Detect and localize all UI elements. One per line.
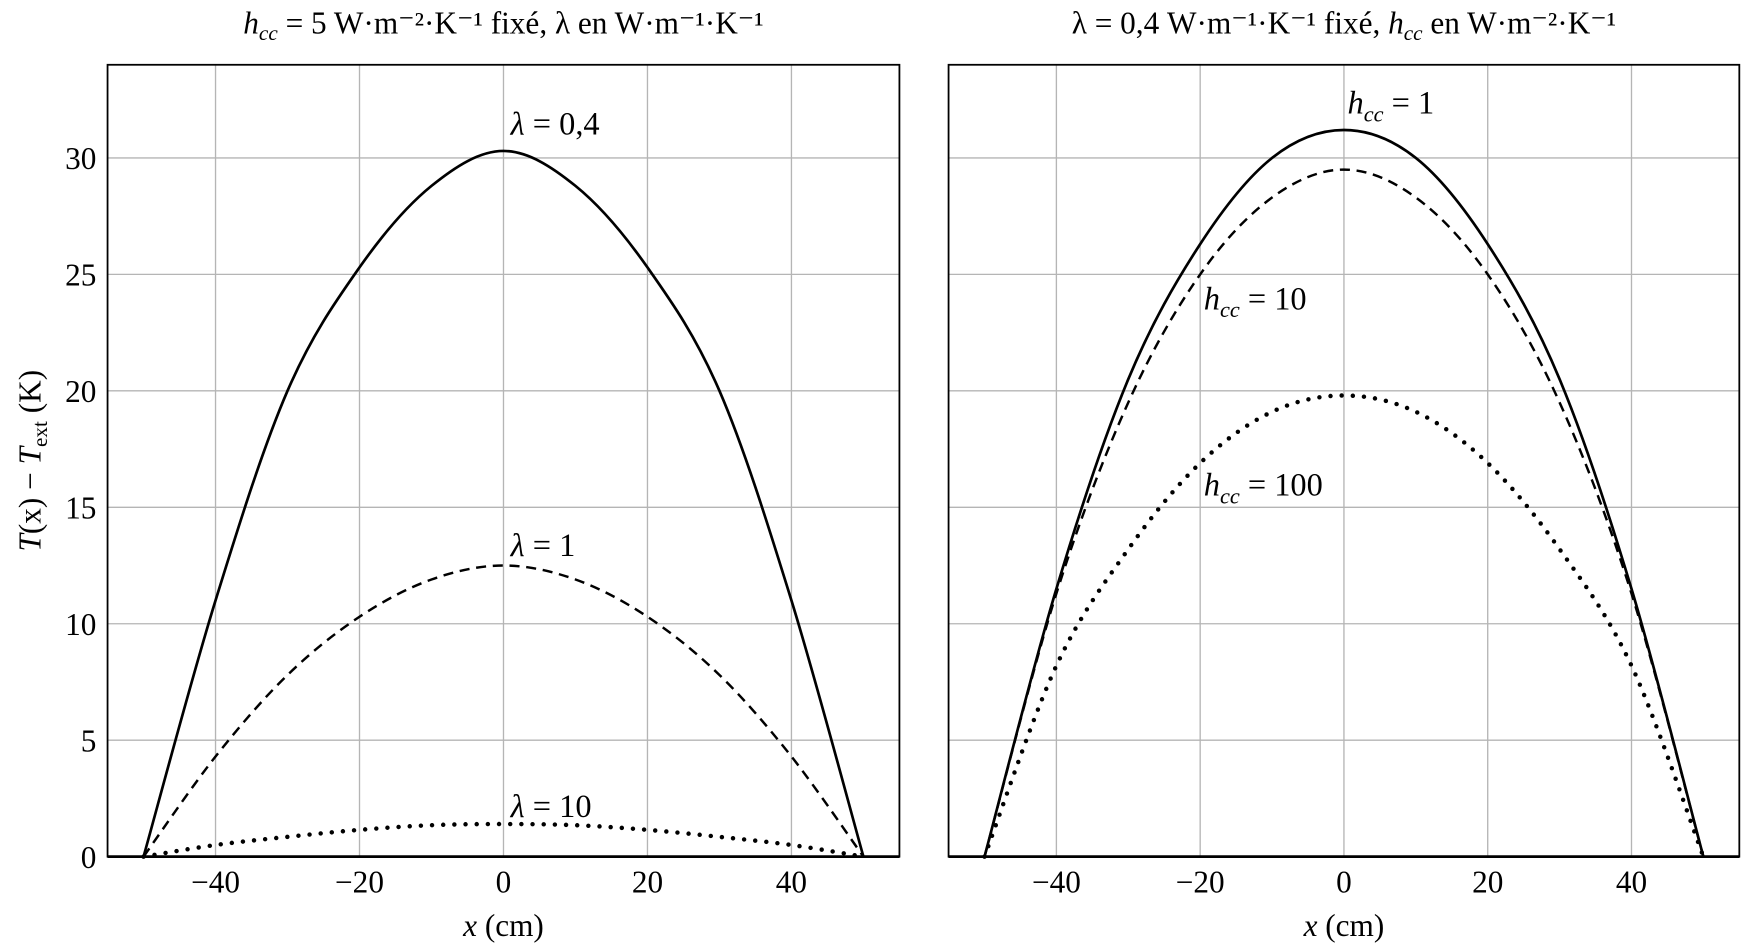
series-label: hcc = 10 xyxy=(1204,281,1307,322)
y-tick-label: 30 xyxy=(65,141,96,176)
label-subscript: cc xyxy=(1364,102,1384,127)
title-subscript: cc xyxy=(259,21,278,45)
label-value: = 10 xyxy=(1240,281,1307,317)
label-var: λ xyxy=(510,789,525,825)
x-tick-label: 20 xyxy=(632,864,663,899)
ylabel-var: T xyxy=(13,532,48,552)
ylabel-part: (x) − xyxy=(13,464,48,534)
chart-title: λ = 0,4 W·m⁻¹·K⁻¹ fixé, hcc en W·m⁻²·K⁻¹ xyxy=(1072,6,1616,46)
series-line-dotted xyxy=(982,393,1706,859)
series-label: λ = 0,4 xyxy=(510,107,600,143)
x-tick-label: −40 xyxy=(191,864,240,899)
label-var: λ xyxy=(510,107,525,143)
y-axis-label: T(x) − Text (K) xyxy=(13,370,53,552)
y-tick-label: 20 xyxy=(65,374,96,409)
ylabel-subscript: ext xyxy=(28,421,52,447)
y-tick-label: 15 xyxy=(65,490,96,525)
series-label: λ = 10 xyxy=(510,789,592,825)
label-var: λ xyxy=(510,528,525,564)
series-label: hcc = 100 xyxy=(1204,468,1323,509)
xlabel-var: x xyxy=(462,908,477,943)
y-tick-label: 10 xyxy=(65,607,96,642)
title-rest: en W·m⁻²·K⁻¹ xyxy=(1423,6,1617,41)
series-line-dotted xyxy=(141,821,866,859)
label-value: = 100 xyxy=(1240,468,1323,504)
label-subscript: cc xyxy=(1220,297,1240,322)
series-line-dashed xyxy=(983,168,1705,857)
chart-title: hcc = 5 W·m⁻²·K⁻¹ fixé, λ en W·m⁻¹·K⁻¹ xyxy=(243,6,763,46)
label-var: h xyxy=(1204,281,1220,317)
label-var: h xyxy=(1348,86,1364,122)
x-tick-label: 0 xyxy=(496,864,512,899)
title-var: h xyxy=(243,6,259,41)
label-value: = 1 xyxy=(525,528,576,564)
x-tick-label: 0 xyxy=(1336,864,1352,899)
x-axis-label: x (cm) xyxy=(1303,908,1385,943)
xlabel-unit: (cm) xyxy=(477,908,544,943)
series-label: hcc = 1 xyxy=(1348,86,1435,127)
x-axis-label: x (cm) xyxy=(462,908,544,943)
title-rest: = 5 W·m⁻²·K⁻¹ fixé, λ en W·m⁻¹·K⁻¹ xyxy=(278,6,764,41)
ylabel-unit: (K) xyxy=(13,370,48,421)
series-line-solid xyxy=(983,128,1705,857)
label-value: = 1 xyxy=(1384,86,1435,122)
ylabel-var2: T xyxy=(13,444,48,464)
label-var: h xyxy=(1204,468,1220,504)
title-prefix: λ = 0,4 W·m⁻¹·K⁻¹ fixé, xyxy=(1072,6,1388,41)
x-tick-label: 40 xyxy=(776,864,807,899)
series-line-solid xyxy=(142,149,865,858)
label-value: = 0,4 xyxy=(525,107,600,143)
y-tick-label: 25 xyxy=(65,258,96,293)
x-tick-label: 20 xyxy=(1472,864,1503,899)
xlabel-unit: (cm) xyxy=(1317,908,1384,943)
x-tick-label: −40 xyxy=(1032,864,1081,899)
label-value: = 10 xyxy=(525,789,592,825)
xlabel-var: x xyxy=(1303,908,1318,943)
x-tick-label: −20 xyxy=(335,864,384,899)
series-label: λ = 1 xyxy=(510,528,576,564)
series-line-dashed xyxy=(142,564,865,858)
label-subscript: cc xyxy=(1220,483,1240,508)
y-tick-label: 0 xyxy=(81,840,97,875)
x-tick-label: 40 xyxy=(1616,864,1647,899)
title-subscript: cc xyxy=(1404,21,1423,45)
x-tick-label: −20 xyxy=(1176,864,1225,899)
title-var: h xyxy=(1388,6,1404,41)
y-tick-label: 5 xyxy=(81,723,97,758)
